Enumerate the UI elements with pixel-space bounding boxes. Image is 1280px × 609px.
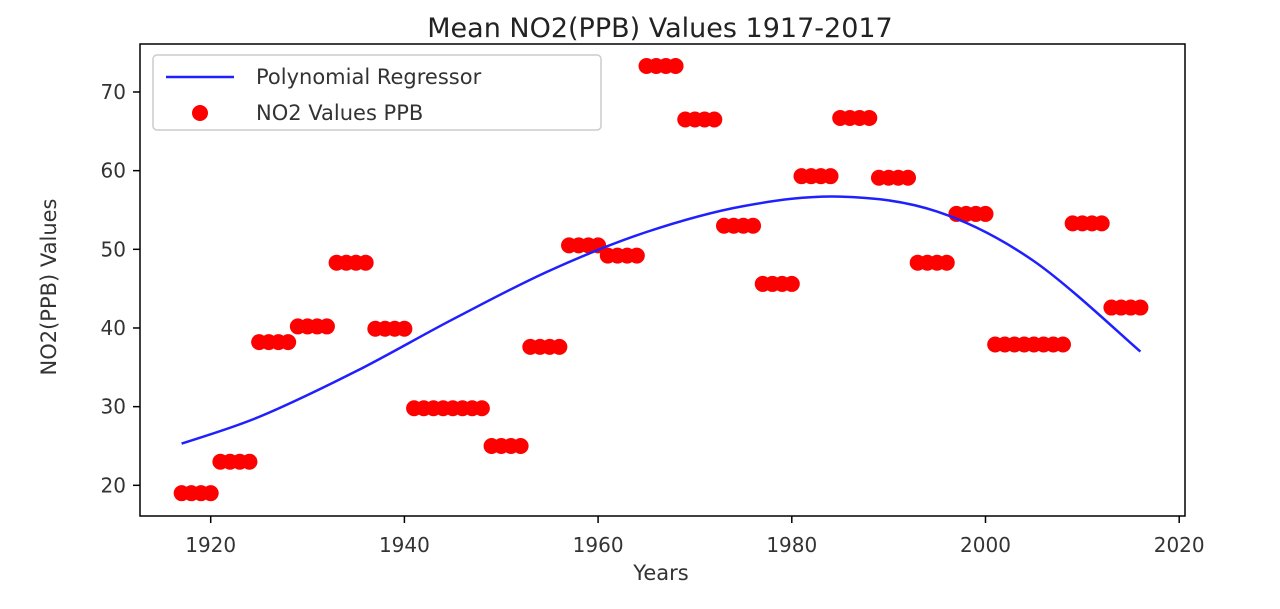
- data-point: [900, 169, 917, 186]
- data-point: [551, 338, 568, 355]
- data-point: [861, 109, 878, 126]
- data-point: [357, 254, 374, 271]
- data-point: [783, 275, 800, 292]
- x-tick-label: 1940: [379, 533, 430, 557]
- data-point: [977, 205, 994, 222]
- y-tick-label: 50: [101, 237, 126, 261]
- legend-label-no2-values: NO2 Values PPB: [256, 101, 423, 125]
- data-point: [241, 453, 258, 470]
- data-point: [473, 400, 490, 417]
- regression-line: [181, 195, 1142, 445]
- data-point: [1054, 336, 1071, 353]
- data-point: [280, 334, 297, 351]
- x-axis-title: Years: [632, 561, 688, 585]
- x-tick-label: 1920: [185, 533, 236, 557]
- data-point: [667, 58, 684, 75]
- data-point: [1093, 215, 1110, 232]
- plot-area: [139, 43, 1186, 517]
- data-point: [628, 247, 645, 264]
- x-tick-label: 2000: [960, 533, 1011, 557]
- data-point: [512, 437, 529, 454]
- data-point: [745, 217, 762, 234]
- data-point: [318, 318, 335, 335]
- y-tick-label: 40: [101, 316, 126, 340]
- x-tick-label: 1960: [573, 533, 624, 557]
- legend-point-swatch: [192, 105, 208, 121]
- data-point: [706, 111, 723, 128]
- legend-label-polynomial-regressor: Polynomial Regressor: [256, 65, 482, 89]
- chart-title: Mean NO2(PPB) Values 1917-2017: [427, 13, 892, 44]
- y-tick-label: 60: [101, 159, 126, 183]
- x-tick-label: 2020: [1154, 533, 1205, 557]
- x-tick-label: 1980: [766, 533, 817, 557]
- legend-frame: [152, 54, 602, 131]
- data-point: [202, 485, 219, 502]
- data-point: [396, 320, 413, 337]
- legend: Polynomial Regressor NO2 Values PPB: [152, 54, 602, 131]
- y-tick-label: 70: [101, 80, 126, 104]
- data-point: [1132, 299, 1149, 316]
- y-tick-label: 20: [101, 473, 126, 497]
- y-axis-title: NO2(PPB) Values: [37, 198, 61, 375]
- data-point: [938, 254, 955, 271]
- data-point: [822, 168, 839, 185]
- y-tick-label: 30: [101, 395, 126, 419]
